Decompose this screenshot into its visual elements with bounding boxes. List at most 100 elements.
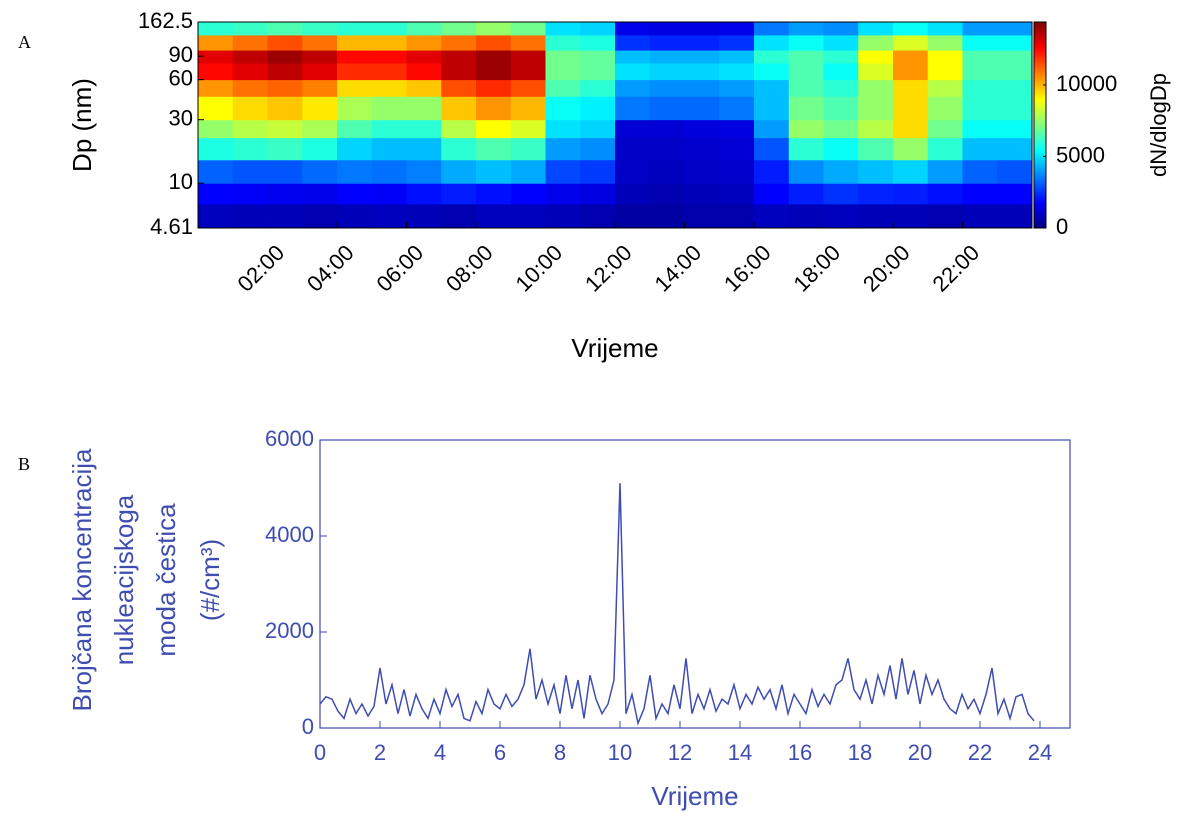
heatmap-cell — [997, 79, 1033, 97]
plot-frame — [319, 439, 1071, 729]
colorbar-step — [1034, 50, 1046, 53]
heatmap-cell — [858, 96, 894, 121]
heatmap-cell — [997, 34, 1033, 51]
heatmap-cell — [719, 22, 755, 36]
heatmap-cell — [441, 34, 477, 51]
heatmap-cell — [337, 62, 373, 81]
heatmap-cell — [649, 62, 685, 81]
y-tick-label: 0 — [302, 714, 314, 739]
x-tick-label: 2 — [374, 740, 386, 765]
heatmap-cell — [545, 183, 581, 205]
heatmap-cell — [337, 79, 373, 97]
heatmap-cell — [337, 183, 373, 205]
heatmap-cell — [893, 34, 929, 51]
colorbar-step — [1034, 168, 1046, 171]
heatmap-cell — [788, 34, 824, 51]
heatmap-cell — [858, 22, 894, 36]
heatmap-cell — [823, 183, 859, 205]
colorbar-step — [1034, 40, 1046, 43]
colorbar-step — [1034, 166, 1046, 169]
colorbar-step — [1034, 74, 1046, 77]
heatmap-cell — [580, 159, 616, 184]
colorbar-step — [1034, 160, 1046, 163]
heatmap-cell — [893, 119, 929, 139]
colorbar-step — [1034, 152, 1046, 155]
heatmap-cell — [719, 96, 755, 121]
heatmap-cell — [858, 183, 894, 205]
heatmap-cell — [302, 159, 338, 184]
colorbar-step — [1034, 188, 1046, 191]
heatmap-cell — [858, 119, 894, 139]
heatmap-cell — [198, 203, 234, 229]
x-tick-label: 6 — [494, 740, 506, 765]
y-tick-label: 4.61 — [150, 214, 193, 239]
x-tick-label: 12 — [668, 740, 692, 765]
heatmap-cell — [371, 62, 407, 81]
heatmap-cell — [893, 96, 929, 121]
x-tick-label: 22 — [968, 740, 992, 765]
heatmap-cell — [510, 183, 546, 205]
heatmap-cell — [858, 62, 894, 81]
heatmap-cell — [719, 79, 755, 97]
y-tick-label: 6000 — [265, 426, 314, 451]
heatmap-cell — [545, 137, 581, 161]
y-axis-label: Brojčana koncentracija — [67, 448, 97, 712]
x-tick-label: 16 — [788, 740, 812, 765]
heatmap-cell — [719, 203, 755, 229]
heatmap-cell — [580, 183, 616, 205]
heatmap-cell — [510, 137, 546, 161]
heatmap-cell — [510, 96, 546, 121]
colorbar-step — [1034, 146, 1046, 149]
heatmap-cell — [719, 34, 755, 51]
colorbar-step — [1034, 208, 1046, 211]
colorbar-frame — [1033, 21, 1047, 229]
x-axis-label: Vrijeme — [651, 781, 738, 811]
heatmap-cell — [615, 50, 651, 64]
colorbar-step — [1034, 62, 1046, 65]
heatmap-cell — [441, 62, 477, 81]
heatmap-cell — [927, 34, 963, 51]
heatmap-cell — [893, 62, 929, 81]
heatmap-cell — [962, 22, 998, 36]
heatmap-cell — [337, 50, 373, 64]
heatmap-cell — [337, 203, 373, 229]
colorbar-step — [1034, 72, 1046, 75]
colorbar-step — [1034, 84, 1046, 87]
heatmap-cell — [302, 79, 338, 97]
heatmap-cell — [997, 183, 1033, 205]
heatmap-cell — [823, 119, 859, 139]
colorbar-step — [1034, 110, 1046, 113]
colorbar-tick-label: 0 — [1056, 214, 1068, 239]
heatmap-cell — [371, 96, 407, 121]
colorbar-step — [1034, 156, 1046, 159]
heatmap-cell — [441, 183, 477, 205]
heatmap-cell — [858, 203, 894, 229]
heatmap-cell — [649, 50, 685, 64]
y-tick-label: 90 — [169, 42, 193, 67]
heatmap-cell — [615, 159, 651, 184]
colorbar-tick-label: 10000 — [1056, 71, 1117, 96]
heatmap-cell — [476, 34, 512, 51]
heatmap-cell — [545, 22, 581, 36]
heatmap-cell — [649, 159, 685, 184]
colorbar-step — [1034, 102, 1046, 105]
colorbar-step — [1034, 106, 1046, 109]
heatmap-cell — [997, 137, 1033, 161]
heatmap-cell — [267, 159, 303, 184]
colorbar-step — [1034, 216, 1046, 219]
heatmap-cell — [858, 50, 894, 64]
heatmap-cell — [476, 62, 512, 81]
heatmap-cell — [788, 50, 824, 64]
colorbar-step — [1034, 218, 1046, 221]
heatmap-cell — [198, 22, 234, 36]
heatmap-cell — [823, 50, 859, 64]
x-tick-label: 8 — [554, 740, 566, 765]
heatmap-cell — [232, 159, 268, 184]
colorbar-step — [1034, 60, 1046, 63]
x-tick-label: 18:00 — [789, 240, 846, 297]
heatmap-cell — [232, 22, 268, 36]
colorbar-step — [1034, 34, 1046, 37]
heatmap-cell — [406, 137, 442, 161]
colorbar-step — [1034, 170, 1046, 173]
colorbar-step — [1034, 122, 1046, 125]
